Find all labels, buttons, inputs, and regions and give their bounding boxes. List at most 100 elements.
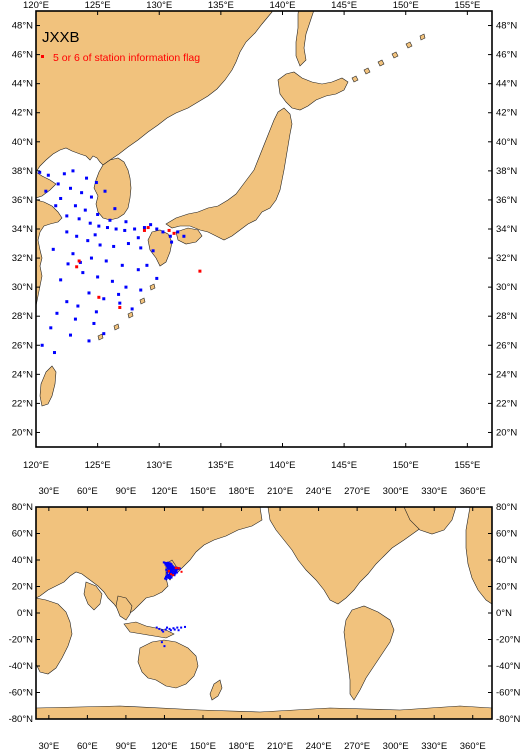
- world-station-marker: [172, 572, 175, 575]
- station-marker: [77, 217, 81, 221]
- new-zealand: [209, 679, 223, 701]
- flagged-station-marker: [77, 259, 81, 263]
- y-tick-label-left: 80°N: [12, 502, 33, 513]
- y-tick-label-right: -20°N: [496, 635, 521, 646]
- y-tick-label-left: 46°N: [12, 50, 33, 61]
- x-tick-label-top: 120°E: [23, 0, 49, 11]
- world-station-marker: [164, 562, 167, 565]
- station-marker: [94, 310, 98, 314]
- y-tick-label-left: 40°N: [12, 555, 33, 566]
- world-station-marker: [170, 576, 173, 579]
- y-tick-label-right: 20°N: [496, 427, 517, 438]
- flagged-station-marker: [146, 226, 150, 230]
- station-marker: [168, 234, 172, 238]
- station-marker: [46, 173, 50, 177]
- station-marker: [133, 227, 137, 231]
- world-station-marker: [167, 575, 170, 578]
- station-marker: [92, 321, 96, 325]
- station-marker: [52, 351, 56, 355]
- world-flagged-station-marker: [180, 570, 183, 573]
- regional-map-land: [36, 11, 426, 407]
- station-marker: [73, 204, 77, 208]
- antarctica: [36, 705, 492, 719]
- y-tick-label-right: 36°N: [496, 195, 517, 206]
- y-tick-label-left: 20°N: [12, 582, 33, 593]
- kuril-islands: [351, 33, 426, 83]
- australia: [137, 639, 199, 689]
- station-marker: [176, 230, 180, 234]
- x-tick-label-top: 120°E: [151, 486, 177, 497]
- world-station-marker: [169, 571, 172, 574]
- shikoku: [175, 227, 203, 245]
- world-flagged-station-marker: [170, 573, 173, 576]
- y-tick-label-left: 32°N: [12, 253, 33, 264]
- world-station-marker: [176, 626, 179, 629]
- x-tick-label-top: 150°E: [393, 0, 419, 11]
- y-tick-label-left: 30°N: [12, 282, 33, 293]
- station-marker: [136, 268, 140, 272]
- world-station-marker: [171, 568, 174, 571]
- regional-map-ticks: 120°E 120°E 125°E 125°E 130°E 130°E 135°E 135°E…: [12, 0, 518, 471]
- world-station-marker: [168, 572, 171, 575]
- y-tick-label-right: 44°N: [496, 79, 517, 90]
- station-marker: [69, 333, 73, 337]
- flagged-station-markers: [75, 226, 202, 309]
- station-marker: [40, 343, 44, 347]
- y-tick-label-left: -80°N: [9, 714, 34, 725]
- world-station-marker: [165, 568, 168, 571]
- china-east-coast: [36, 199, 63, 341]
- world-flagged-station-marker: [175, 566, 178, 569]
- x-tick-label-top: 270°E: [344, 486, 370, 497]
- y-tick-label-right: 32°N: [496, 253, 517, 264]
- station-marker: [38, 170, 42, 174]
- world-station-marker: [184, 625, 187, 628]
- y-tick-label-right: 24°N: [496, 369, 517, 380]
- station-marker: [151, 249, 155, 253]
- south-america: [343, 605, 395, 701]
- station-marker: [55, 311, 59, 315]
- world-station-marker: [177, 629, 180, 632]
- world-station-marker: [168, 562, 171, 565]
- world-station-marker: [166, 571, 169, 574]
- station-marker: [75, 234, 79, 238]
- station-marker: [69, 186, 73, 190]
- station-marker: [155, 227, 159, 231]
- flagged-station-marker: [198, 269, 202, 273]
- world-map-ticks: 30°E 30°E 60°E 60°E 90°E 90°E 120°E 120°E 150°E 1…: [9, 486, 521, 752]
- y-tick-label-right: -40°N: [496, 661, 521, 672]
- world-station-marker: [164, 628, 167, 631]
- station-marker: [97, 224, 101, 228]
- x-tick-label-bottom: 300°E: [383, 741, 409, 752]
- world-station-marker: [174, 572, 177, 575]
- legend-marker: [41, 55, 44, 58]
- station-marker: [56, 182, 60, 186]
- station-marker: [76, 304, 80, 308]
- station-marker: [54, 204, 58, 208]
- y-tick-label-right: 28°N: [496, 311, 517, 322]
- world-station-marker: [164, 577, 167, 580]
- world-station-marker: [170, 569, 173, 572]
- station-marker: [149, 223, 153, 227]
- x-tick-label-bottom: 240°E: [306, 741, 332, 752]
- flagged-station-marker: [172, 231, 176, 235]
- eurasia: [36, 507, 263, 617]
- station-marker: [80, 191, 84, 195]
- world-station-marker: [165, 578, 168, 581]
- station-marker: [118, 301, 122, 305]
- honshu: [165, 107, 293, 241]
- kyushu: [147, 229, 173, 267]
- y-tick-label-right: 80°N: [496, 502, 517, 513]
- x-tick-label-top: 90°E: [116, 486, 137, 497]
- x-tick-label-top: 180°E: [229, 486, 255, 497]
- station-marker: [44, 189, 48, 193]
- world-station-marker: [160, 629, 163, 632]
- station-marker: [93, 233, 97, 237]
- x-tick-label-top: 360°E: [460, 486, 486, 497]
- world-station-marker: [167, 576, 170, 579]
- x-tick-label-bottom: 135°E: [208, 460, 234, 471]
- station-marker: [86, 239, 90, 243]
- station-marker: [110, 279, 114, 283]
- station-marker: [112, 244, 116, 248]
- station-marker: [59, 278, 63, 282]
- y-tick-label-right: 60°N: [496, 529, 517, 540]
